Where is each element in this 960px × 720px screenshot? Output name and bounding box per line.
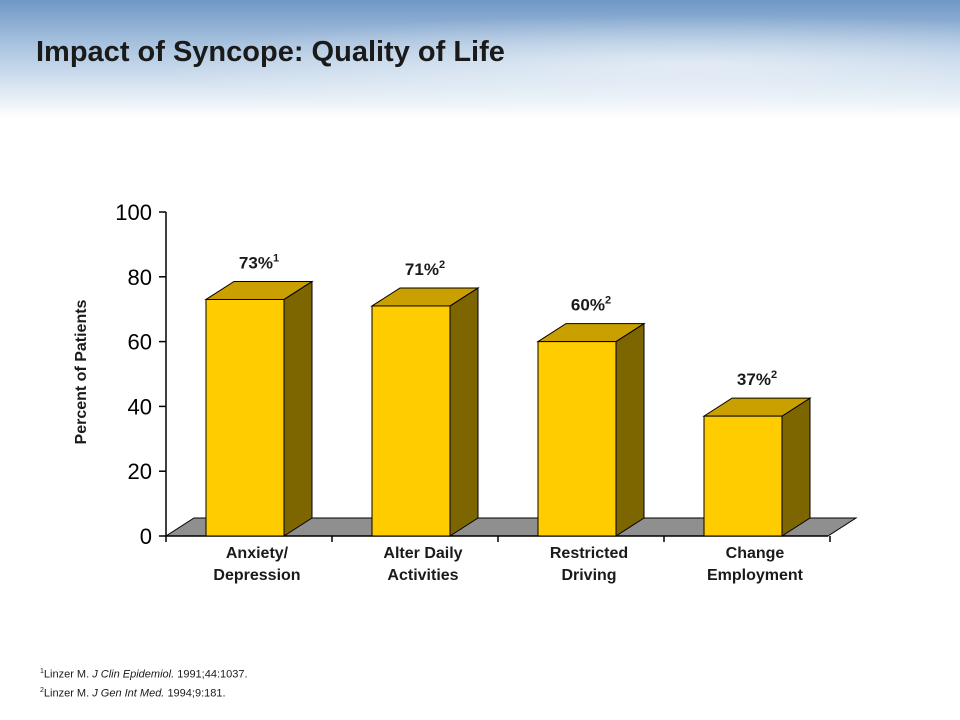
y-tick-label: 80	[128, 265, 152, 290]
data-label: 60%2	[571, 295, 611, 315]
category-label: Anxiety/	[226, 545, 289, 562]
category-label: Alter Daily	[383, 545, 462, 562]
bar-side	[283, 280, 313, 537]
bar	[205, 298, 285, 537]
bar-side	[449, 287, 479, 537]
data-label: 71%2	[405, 259, 445, 279]
category-label: Depression	[213, 567, 300, 584]
reference-1: 1Linzer M. J Clin Epidemiol. 1991;44:103…	[40, 668, 248, 681]
category-label: Change	[726, 545, 785, 562]
y-tick-label: 20	[128, 459, 152, 484]
y-tick-label: 100	[115, 200, 152, 225]
reference-2: 2Linzer M. J Gen Int Med. 1994;9:181.	[40, 686, 226, 700]
category-label: Activities	[387, 567, 458, 584]
header-band	[0, 0, 960, 118]
bar	[371, 305, 451, 537]
category-label: Restricted	[550, 545, 628, 562]
category-label: Driving	[561, 567, 616, 584]
bar	[537, 341, 617, 537]
y-tick-label: 40	[128, 394, 152, 419]
y-tick-label: 60	[128, 330, 152, 355]
y-axis-label: Percent of Patients	[73, 299, 90, 444]
category-label: Employment	[707, 567, 804, 584]
references: 1Linzer M. J Clin Epidemiol. 1991;44:103…	[40, 664, 248, 701]
bar-side	[615, 322, 645, 537]
slide-title: Impact of Syncope: Quality of Life	[36, 36, 505, 68]
y-tick-label: 0	[140, 524, 152, 549]
data-label: 37%2	[737, 369, 777, 389]
bar	[703, 415, 783, 537]
data-label: 73%1	[239, 252, 279, 272]
bar-side	[781, 397, 811, 537]
